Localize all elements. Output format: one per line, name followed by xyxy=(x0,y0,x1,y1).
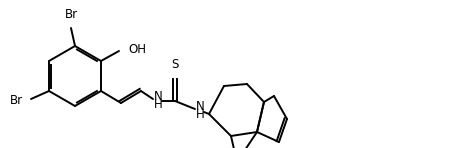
Text: N: N xyxy=(195,100,204,114)
Text: H: H xyxy=(195,108,204,122)
Text: OH: OH xyxy=(128,42,146,56)
Text: H: H xyxy=(153,99,162,111)
Text: S: S xyxy=(171,58,179,71)
Text: N: N xyxy=(153,90,162,103)
Text: Br: Br xyxy=(64,8,78,21)
Text: Br: Br xyxy=(10,94,23,107)
